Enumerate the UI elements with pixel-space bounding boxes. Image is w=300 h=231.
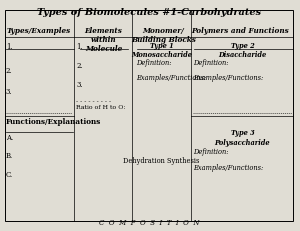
Text: 3.: 3. [76, 81, 83, 89]
Text: A.: A. [6, 134, 13, 142]
Text: 2.: 2. [6, 67, 13, 75]
Text: Examples/Functions:: Examples/Functions: [194, 74, 264, 82]
Text: Examples/Functions:: Examples/Functions: [194, 164, 264, 172]
Text: Type 2
Disaccharide: Type 2 Disaccharide [218, 42, 266, 59]
Text: Polymers and Functions: Polymers and Functions [191, 27, 289, 35]
Text: - - - - - - - - -
Ratio of H to O:: - - - - - - - - - Ratio of H to O: [76, 99, 126, 110]
Text: C  O  M  P  O  S  I  T  I  O  N: C O M P O S I T I O N [99, 219, 199, 227]
Text: Type 1
Monosaccharide: Type 1 Monosaccharide [131, 42, 192, 59]
Text: Functions/Explanations: Functions/Explanations [6, 118, 101, 126]
Text: Definition:: Definition: [194, 148, 229, 156]
Text: B.: B. [6, 152, 13, 161]
Text: Type 3
Polysaccharide: Type 3 Polysaccharide [214, 129, 270, 146]
Text: 1.: 1. [6, 43, 13, 51]
Text: Elements
within
Molecule: Elements within Molecule [85, 27, 122, 53]
Text: Types of Biomolecules #1-Carbohydrates: Types of Biomolecules #1-Carbohydrates [37, 8, 261, 17]
Text: 2.: 2. [76, 62, 83, 70]
Text: Definition:: Definition: [136, 59, 171, 67]
Text: 1.: 1. [76, 43, 83, 51]
Text: Definition:: Definition: [194, 59, 229, 67]
Text: C.: C. [6, 171, 13, 179]
Text: Examples/Functions:: Examples/Functions: [136, 74, 206, 82]
Text: 3.: 3. [6, 88, 13, 96]
Text: Types/Examples: Types/Examples [7, 27, 71, 35]
Text: Dehydration Synthesis: Dehydration Synthesis [123, 157, 200, 165]
Text: Monomer/
Building Blocks: Monomer/ Building Blocks [131, 27, 196, 44]
